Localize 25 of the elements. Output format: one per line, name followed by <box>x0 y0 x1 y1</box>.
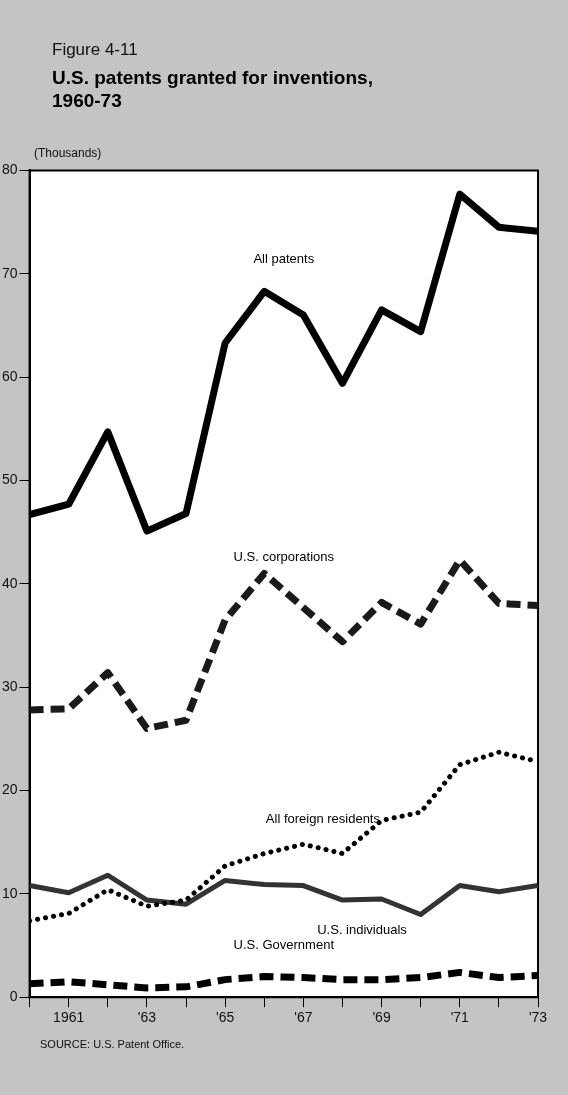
y-axis-title: (Thousands) <box>34 146 102 160</box>
y-tick-label: 10 <box>1 884 18 901</box>
y-tick-label: 50 <box>1 471 18 488</box>
source-note: SOURCE: U.S. Patent Office. <box>40 1038 185 1050</box>
series-label: U.S. corporations <box>233 548 335 564</box>
y-tick-label: 80 <box>1 161 18 178</box>
x-tick-label: '71 <box>450 1009 470 1026</box>
series-label: All foreign residents <box>265 810 381 826</box>
x-tick-label: '65 <box>216 1009 235 1026</box>
chart-title: U.S. patents granted for inventions, 1960-73 <box>52 66 374 112</box>
text: All patents <box>253 251 315 267</box>
y-tick-label: 70 <box>1 264 18 281</box>
y-tick-label: 30 <box>1 678 18 695</box>
text: U.S. Government <box>233 937 335 953</box>
x-tick-label: '73 <box>528 1009 548 1026</box>
x-tick-label: '63 <box>137 1009 157 1026</box>
x-tick-label: '67 <box>294 1009 313 1026</box>
y-tick-label: 0 <box>9 988 18 1005</box>
y-tick-label: 60 <box>1 367 18 384</box>
y-tick-label: 20 <box>1 781 18 798</box>
series-label: U.S. individuals <box>317 921 408 937</box>
y-tick-label: 40 <box>1 574 18 591</box>
chart-subtitle: Figure 4-11 <box>52 40 138 60</box>
x-tick-label: '69 <box>372 1009 391 1026</box>
x-tick-label: 1961 <box>53 1009 85 1026</box>
